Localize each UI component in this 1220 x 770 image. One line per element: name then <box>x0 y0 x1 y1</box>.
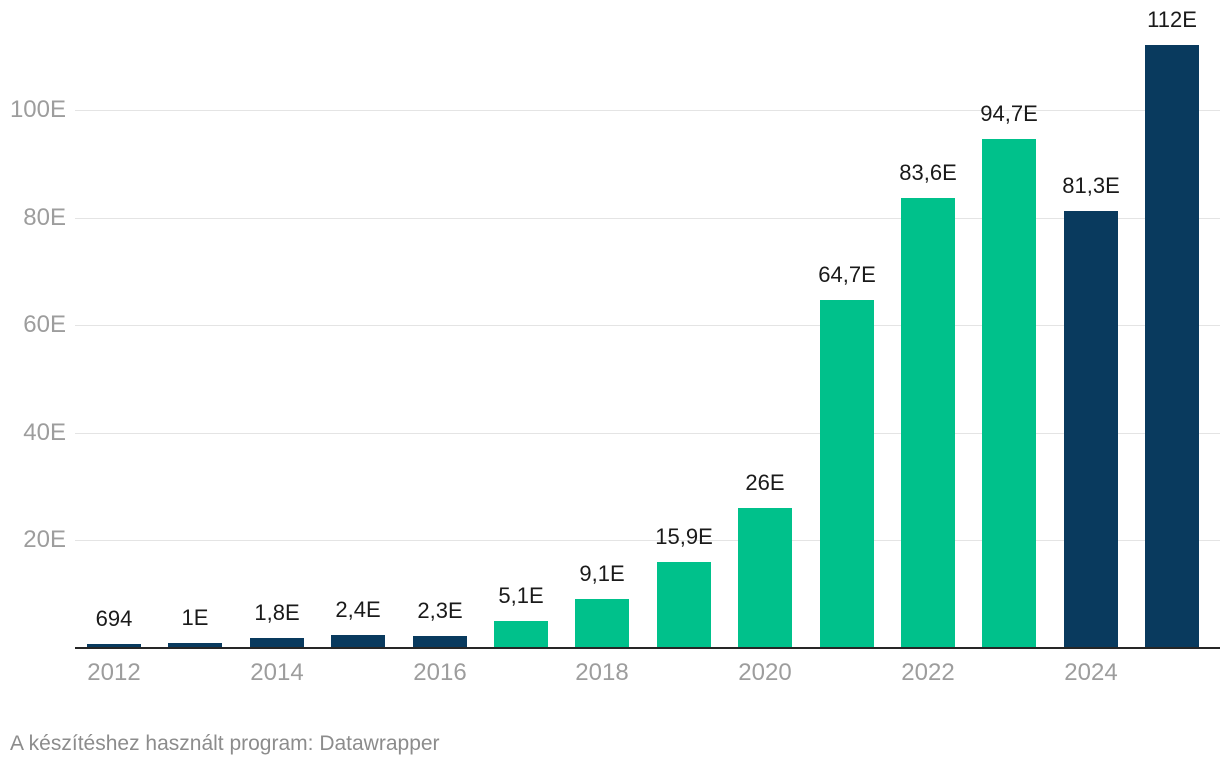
bar-value-label: 5,1E <box>498 583 544 608</box>
bar-value-label: 694 <box>95 606 133 631</box>
bar-2015 <box>331 635 385 648</box>
x-axis-tick-label: 2022 <box>901 659 955 686</box>
bar-value-label: 112E <box>1147 7 1197 32</box>
bar-2018 <box>575 599 629 648</box>
bar-2019 <box>657 562 711 648</box>
x-axis-tick-label: 2024 <box>1064 659 1118 686</box>
y-axis-tick-label: 40E <box>23 419 66 446</box>
bar-2012 <box>87 644 141 648</box>
bar-value-label: 83,6E <box>899 160 957 185</box>
bar-value-label: 26E <box>745 470 785 495</box>
bar-value-label: 2,4E <box>335 597 381 622</box>
bar-2024 <box>1064 211 1118 648</box>
y-axis-tick-label: 60E <box>23 311 66 338</box>
y-gridline <box>75 110 1220 111</box>
bar-2013 <box>168 643 222 648</box>
bar-2022 <box>901 198 955 648</box>
y-axis-tick-label: 20E <box>23 526 66 553</box>
bar-2021 <box>820 300 874 648</box>
y-axis-tick-label: 80E <box>23 204 66 231</box>
bar-value-label: 81,3E <box>1062 173 1120 198</box>
x-axis-tick-label: 2020 <box>738 659 792 686</box>
bar-value-label: 2,3E <box>417 598 463 623</box>
bar-value-label: 9,1E <box>579 561 625 586</box>
bar-2014 <box>250 638 304 648</box>
x-axis-tick-label: 2018 <box>575 659 629 686</box>
bar-2017 <box>494 621 548 648</box>
x-axis-tick-label: 2016 <box>413 659 467 686</box>
bar-2025 <box>1145 45 1199 648</box>
bar-value-label: 64,7E <box>818 262 876 287</box>
bar-2023 <box>982 139 1036 648</box>
bar-value-label: 1,8E <box>254 600 300 625</box>
bar-2016 <box>413 636 467 648</box>
y-gridline <box>75 218 1220 219</box>
bar-value-label: 94,7E <box>980 101 1038 126</box>
x-axis-line <box>75 647 1220 649</box>
x-axis-tick-label: 2012 <box>87 659 141 686</box>
x-axis-tick-label: 2014 <box>250 659 304 686</box>
bar-value-label: 15,9E <box>655 524 713 549</box>
attribution-footer: A készítéshez használt program: Datawrap… <box>10 732 440 755</box>
bar-2020 <box>738 508 792 648</box>
y-gridline <box>75 540 1220 541</box>
y-gridline <box>75 325 1220 326</box>
bar-value-label: 1E <box>181 605 209 630</box>
y-gridline <box>75 433 1220 434</box>
y-axis-tick-label: 100E <box>9 96 66 123</box>
